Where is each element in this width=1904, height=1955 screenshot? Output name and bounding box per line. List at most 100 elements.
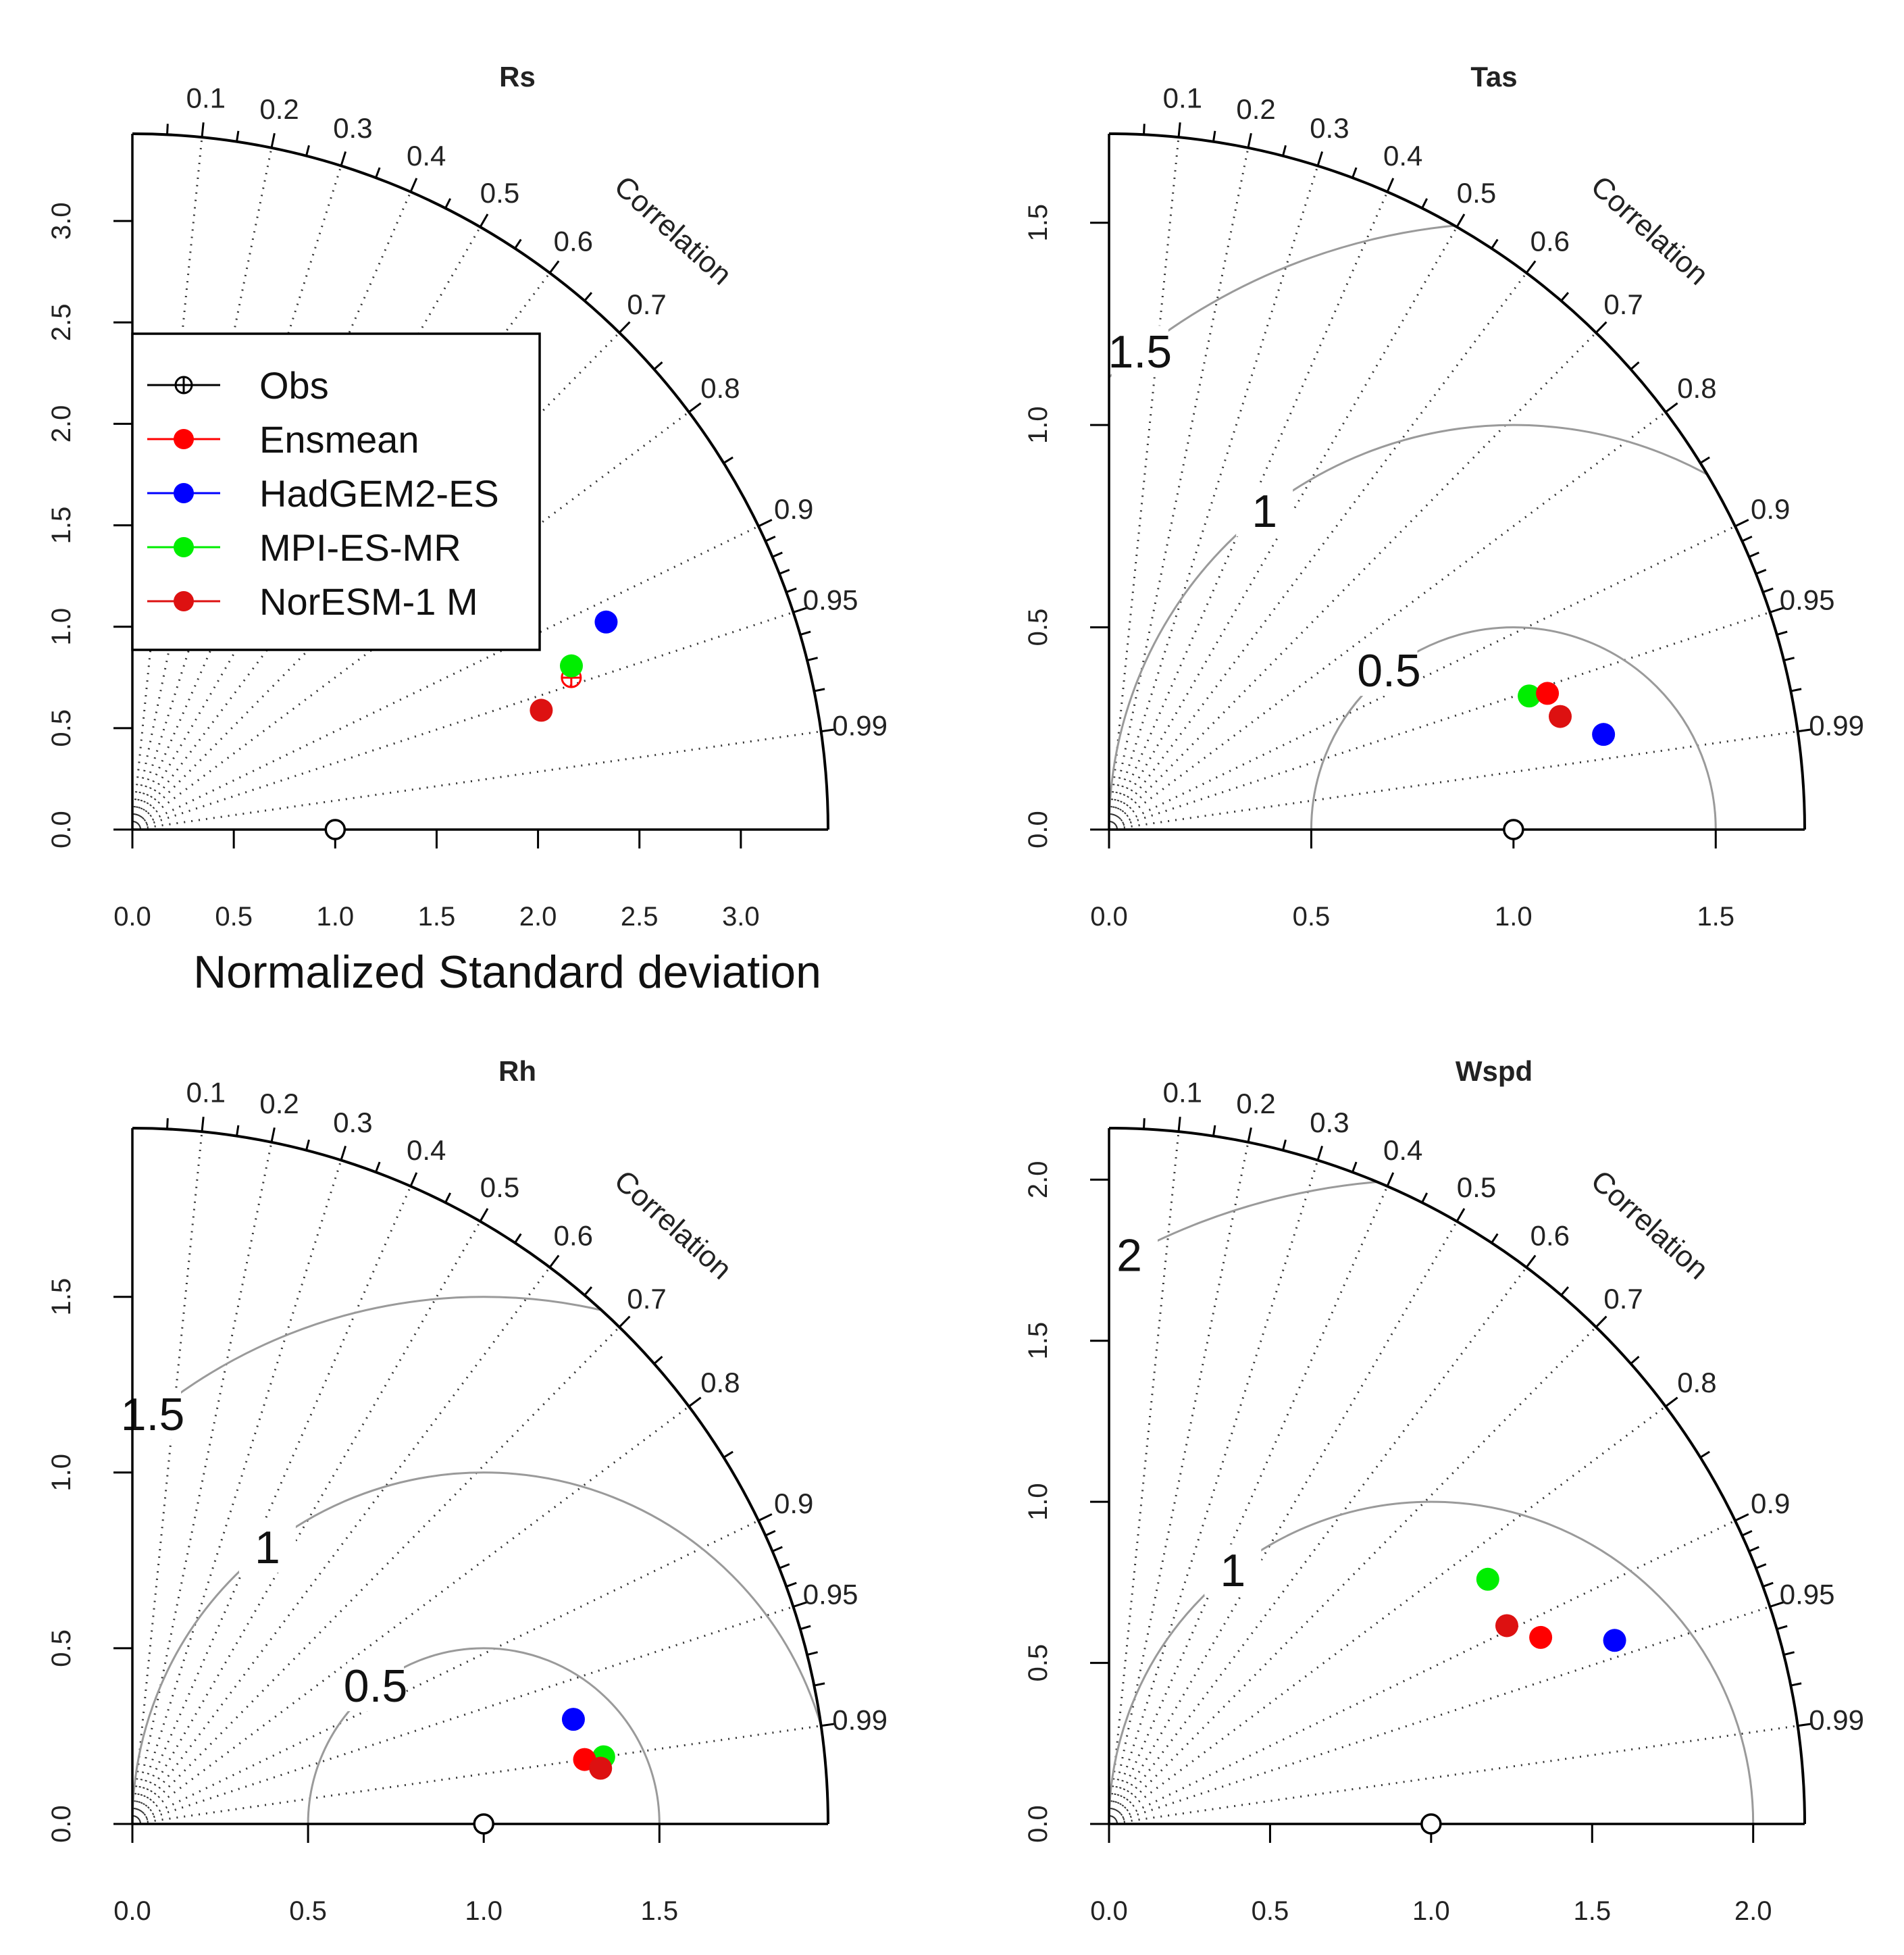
legend-label: HadGEM2-ES <box>259 472 499 515</box>
correlation-label: 0.3 <box>333 1107 372 1138</box>
arc-tick <box>1699 1450 1710 1458</box>
arc-tick <box>1762 1581 1774 1588</box>
correlation-label: 0.9 <box>774 1488 813 1519</box>
x-tick-label: 3.0 <box>722 902 760 932</box>
arc-tick <box>1456 213 1466 228</box>
correlation-label: 0.99 <box>832 710 887 742</box>
y-tick-label: 1.5 <box>47 1278 76 1316</box>
arc-tick <box>653 1356 663 1365</box>
arc-tick <box>1212 130 1216 142</box>
rmsd-contour <box>1109 1178 1805 1824</box>
point-hadgem2-es <box>1592 723 1616 746</box>
x-tick-label: 0.0 <box>1090 902 1128 932</box>
x-tick-label: 1.5 <box>640 1896 678 1926</box>
correlation-label: 0.2 <box>259 93 299 125</box>
arc-tick <box>814 688 825 692</box>
correlation-ray <box>131 1267 551 1825</box>
arc-tick <box>806 1651 818 1656</box>
arc-tick <box>201 122 205 138</box>
arc-tick <box>479 213 489 228</box>
rmsd-label: 0.5 <box>1357 645 1421 696</box>
arc-tick <box>821 728 836 733</box>
correlation-ray <box>131 1132 203 1825</box>
arc-tick <box>1755 1563 1767 1569</box>
rmsd-label-bg <box>1111 326 1168 378</box>
correlation-label: 0.95 <box>803 1578 858 1610</box>
arc-tick <box>1177 1117 1181 1132</box>
correlation-ray <box>131 226 482 830</box>
taylor-panel-wspd: 1 2 0.1 0.2 0.3 0.4 0.5 0.6 0.7 0.8 0.9 0.95 0.99 Cor… <box>1023 1055 1864 1926</box>
rmsd-label: 1 <box>1252 486 1277 537</box>
taylor-panel-rs: 0.1 0.2 0.3 0.4 0.5 0.6 0.7 0.8 0.9 0.95 0.99 Corre… <box>47 61 887 932</box>
correlation-label: 0.3 <box>1310 1107 1349 1138</box>
correlation-label: 0.4 <box>1383 140 1422 172</box>
arc-tick <box>772 551 783 558</box>
arc-tick <box>1776 1625 1788 1631</box>
correlation-label: 0.4 <box>1383 1134 1422 1166</box>
correlation-ray <box>132 1405 690 1825</box>
point-noresm-1-m <box>1495 1614 1518 1637</box>
correlation-label: 0.1 <box>186 1076 226 1108</box>
arc-tick <box>723 1450 734 1458</box>
rmsd-label: 1.5 <box>1108 326 1173 378</box>
point-ensmean <box>1536 682 1560 705</box>
x-axis-title: Normalized Standard deviation <box>193 946 821 998</box>
x-tick-label: 0.5 <box>1252 1896 1289 1926</box>
y-tick-label: 1.0 <box>47 1454 76 1492</box>
correlation-label: 0.5 <box>1457 1171 1496 1203</box>
outer-arc <box>132 132 829 830</box>
arc-tick <box>1762 587 1774 594</box>
arc-tick <box>1770 1601 1784 1608</box>
arc-tick <box>1282 1139 1287 1151</box>
correlation-label: 0.6 <box>1530 1220 1570 1252</box>
x-tick-label: 0.5 <box>215 902 253 932</box>
legend-symbol <box>174 429 194 449</box>
x-tick-label: 0.5 <box>289 1896 327 1926</box>
point-noresm-1-m <box>589 1756 613 1780</box>
arc-tick <box>821 1723 836 1727</box>
arc-tick <box>1491 238 1499 249</box>
rmsd-label: 2 <box>1116 1229 1142 1281</box>
correlation-ray <box>131 1159 342 1825</box>
correlation-label: 0.1 <box>186 82 226 113</box>
arc-tick <box>1770 607 1784 613</box>
outer-arc <box>1108 132 1806 830</box>
arc-tick <box>1247 1127 1252 1143</box>
correlation-label: 0.5 <box>1457 177 1496 209</box>
correlation-ray <box>1108 272 1528 830</box>
arc-tick <box>270 132 276 149</box>
correlation-label: 0.4 <box>407 1134 446 1166</box>
correlation-ray <box>1108 525 1736 831</box>
correlation-ray <box>131 137 203 830</box>
arc-tick <box>1755 569 1767 575</box>
arc-tick <box>806 657 818 662</box>
panel-title: Rh <box>498 1055 536 1087</box>
x-tick-label: 1.5 <box>1573 1896 1611 1926</box>
arc-tick <box>1741 1529 1753 1537</box>
correlation-label: 0.8 <box>1677 1367 1716 1398</box>
arc-tick <box>1734 1513 1749 1522</box>
point-noresm-1-m <box>1549 705 1572 728</box>
y-tick-label: 0.0 <box>1023 1805 1053 1843</box>
point-mpi-es-mr <box>559 654 583 678</box>
arc-tick <box>1665 1396 1678 1408</box>
correlation-label: 0.7 <box>627 1283 666 1315</box>
arc-tick <box>786 1581 797 1588</box>
y-tick-label: 1.5 <box>47 507 76 544</box>
arc-tick <box>375 167 381 178</box>
rmsd-contour <box>132 1296 828 1824</box>
arc-tick <box>444 198 452 209</box>
correlation-ray <box>1108 165 1319 830</box>
arc-tick <box>340 151 347 166</box>
arc-tick <box>1776 630 1788 636</box>
correlation-label: 0.1 <box>1163 82 1202 113</box>
arc-tick <box>1143 124 1146 135</box>
arc-tick <box>1247 132 1252 149</box>
correlation-label: 0.4 <box>407 140 446 172</box>
correlation-label: 0.3 <box>333 112 372 144</box>
legend-label: NorESM-1 M <box>259 580 478 623</box>
y-tick-label: 3.0 <box>47 202 76 240</box>
arc-tick <box>1560 292 1570 302</box>
rmsd-label-bg <box>347 1660 405 1712</box>
point-hadgem2-es <box>594 610 618 634</box>
